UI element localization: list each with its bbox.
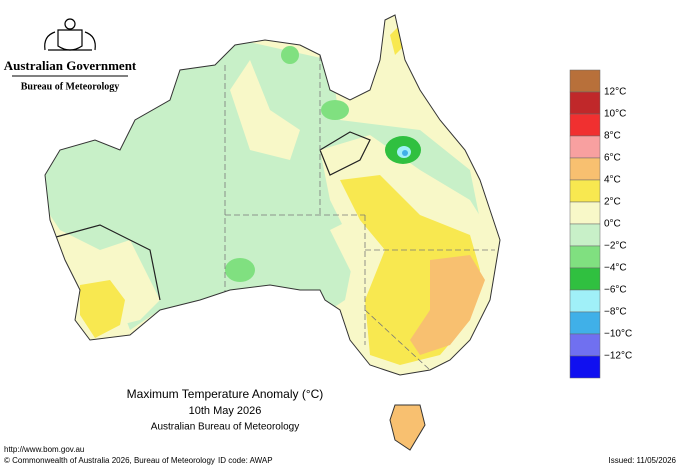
footer-url: http://www.bom.gov.au [4, 445, 84, 454]
legend-swatch [569, 267, 601, 291]
legend-swatch [569, 69, 601, 93]
legend-swatch [569, 157, 601, 181]
legend-swatch [569, 113, 601, 137]
legend-label: 8°C [604, 131, 621, 142]
anomaly-neg2-0 [45, 40, 480, 330]
legend-label: 0°C [604, 219, 621, 230]
state-border [364, 309, 431, 371]
legend-label: −12°C [604, 351, 632, 362]
coat-of-arms [44, 18, 96, 51]
legend-swatch [569, 135, 601, 159]
anomaly-neg4-neg2 [281, 46, 299, 64]
map-date: 10th May 2026 [189, 405, 262, 417]
footer-copyright: © Commonwealth of Australia 2026, Bureau… [4, 456, 215, 465]
legend-swatch [569, 201, 601, 225]
legend-swatch [569, 333, 601, 357]
anomaly-2-4 [80, 280, 125, 338]
legend-label: −6°C [604, 285, 627, 296]
anomaly-4-6 [410, 255, 485, 355]
map-title: Maximum Temperature Anomaly (°C) [127, 387, 324, 401]
legend-label: −2°C [604, 241, 627, 252]
legend-swatch [569, 289, 601, 313]
anomaly-neg4-neg2 [225, 258, 255, 282]
legend-label: −4°C [604, 263, 627, 274]
bureau-name: Bureau of Meteorology [21, 81, 120, 92]
footer-id: ID code: AWAP [218, 456, 273, 465]
legend-label: 10°C [604, 109, 626, 120]
legend: 12°C 10°C 8°C 6°C 4°C 2°C 0°C −2°C −4°C −6°C −8°C −… [569, 69, 632, 379]
map-source: Australian Bureau of Meteorology [151, 422, 299, 433]
zero-contour [319, 131, 371, 176]
legend-label: 6°C [604, 153, 621, 164]
anomaly-neg10-neg8 [402, 150, 408, 156]
anomaly-neg4-neg2 [321, 100, 349, 120]
government-name: Australian Government [4, 58, 137, 73]
zero-contour [45, 224, 161, 301]
legend-swatch [569, 311, 601, 335]
legend-swatch [569, 91, 601, 115]
legend-swatch [569, 179, 601, 203]
legend-label: 12°C [604, 87, 626, 98]
footer-issued: Issued: 11/05/2026 [609, 456, 677, 465]
legend-label: 2°C [604, 197, 621, 208]
legend-swatch [569, 245, 601, 269]
legend-label: 4°C [604, 175, 621, 186]
legend-swatch [569, 355, 601, 379]
anomaly-0-2 [230, 60, 300, 160]
coastline [44, 14, 501, 451]
legend-label: −8°C [604, 307, 627, 318]
legend-label: −10°C [604, 329, 632, 340]
anomaly-4-6 [390, 405, 425, 450]
legend-swatch [569, 223, 601, 247]
